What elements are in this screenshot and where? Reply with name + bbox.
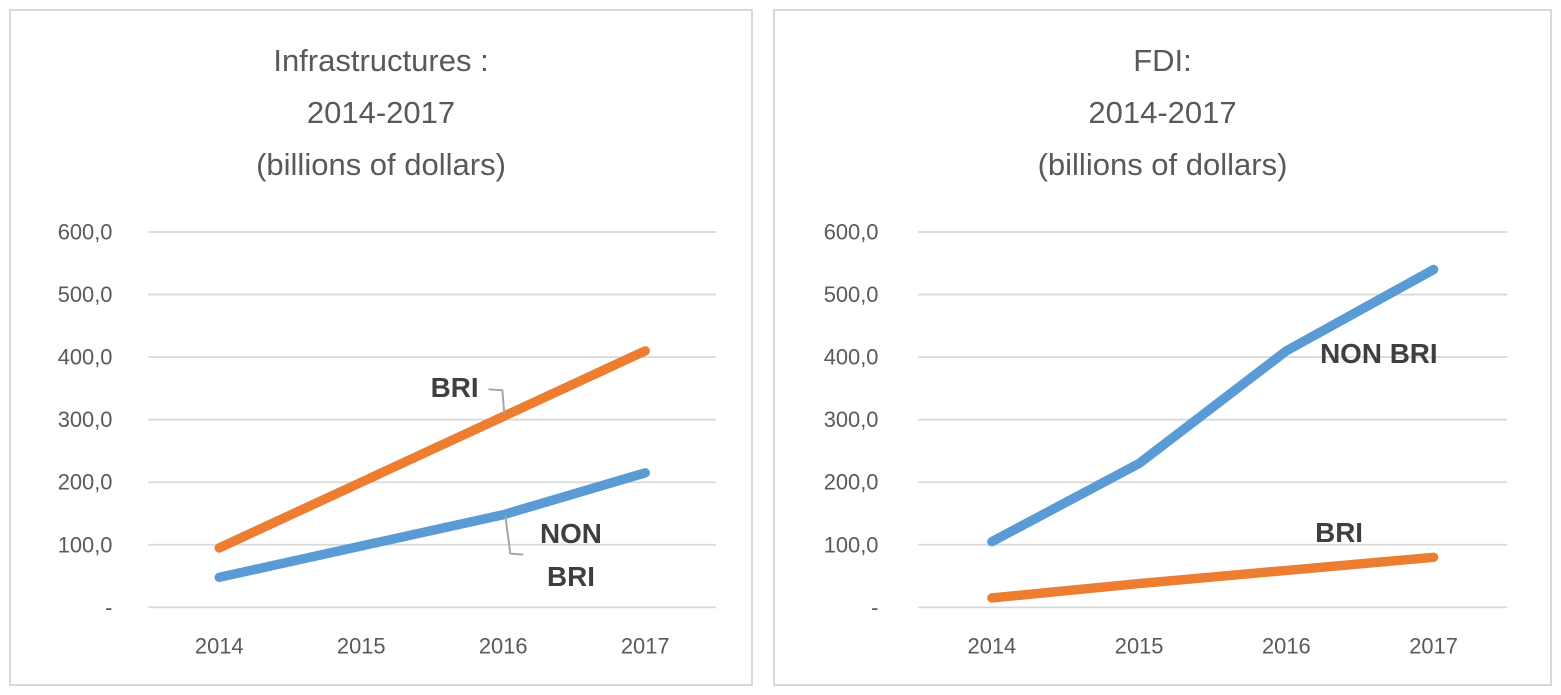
- x-axis-tick-label: 2017: [621, 634, 670, 659]
- y-axis-tick-label: 100,0: [824, 532, 879, 557]
- infrastructures-line-chart: - 100,0 200,0 300,0 400,0 500,0 600,0 2014 2015 2…: [58, 220, 717, 659]
- x-axis-tick-label: 2015: [337, 634, 386, 659]
- series-label-non-bri: BRI: [547, 561, 595, 592]
- chart-title-line: (billions of dollars): [256, 147, 506, 182]
- fdi-chart-panel: FDI: 2014-2017 (billions of dollars) - 10…: [773, 9, 1552, 686]
- y-axis-tick-label: 300,0: [824, 407, 879, 432]
- infrastructures-chart-panel: Infrastructures : 2014-2017 (billions of…: [9, 9, 754, 686]
- y-axis-tick-label: 400,0: [824, 345, 879, 370]
- series-label-bri: BRI: [431, 372, 479, 403]
- y-axis-tick-label: 300,0: [58, 407, 113, 432]
- x-axis-tick-label: 2015: [1115, 634, 1164, 659]
- series-line-non-bri: [214, 468, 650, 583]
- y-axis-tick-label: 500,0: [824, 282, 879, 307]
- y-axis-tick-label: 600,0: [824, 220, 879, 245]
- y-axis-tick-label: -: [871, 595, 878, 620]
- y-axis-tick-label: 100,0: [58, 532, 113, 557]
- series-label-bri: BRI: [1315, 517, 1363, 548]
- chart-title-line: Infrastructures :: [273, 43, 489, 78]
- series-label-non-bri: NON: [540, 518, 602, 549]
- series-line-bri: [214, 346, 650, 553]
- y-axis-tick-label: 200,0: [824, 470, 879, 495]
- series-line-bri: [987, 552, 1439, 603]
- y-axis-tick-label: 200,0: [58, 470, 113, 495]
- series-line-non-bri: [987, 264, 1439, 547]
- fdi-chart-title: FDI: 2014-2017 (billions of dollars): [775, 35, 1550, 191]
- chart-title-line: 2014-2017: [306, 95, 456, 130]
- chart-title-line: 2014-2017: [1088, 95, 1237, 130]
- annotation-leader-line: [488, 388, 506, 415]
- x-axis-tick-label: 2017: [1409, 634, 1458, 659]
- y-axis-tick-label: 600,0: [58, 220, 113, 245]
- chart-title-line: FDI:: [1133, 43, 1192, 78]
- annotation-leader-line: [504, 515, 524, 556]
- fdi-line-chart: - 100,0 200,0 300,0 400,0 500,0 600,0 2014 2015 2…: [824, 220, 1508, 659]
- series-label-non-bri: NON BRI: [1320, 338, 1438, 369]
- y-axis-tick-label: 500,0: [58, 282, 113, 307]
- x-axis-tick-label: 2014: [968, 634, 1017, 659]
- chart-title-line: (billions of dollars): [1037, 147, 1288, 182]
- x-axis-tick-label: 2016: [479, 634, 528, 659]
- y-axis-tick-label: 400,0: [58, 345, 113, 370]
- x-axis-tick-label: 2016: [1262, 634, 1311, 659]
- x-axis-tick-label: 2014: [195, 634, 244, 659]
- infrastructures-chart-title: Infrastructures : 2014-2017 (billions of…: [11, 35, 751, 191]
- y-axis-tick-label: -: [105, 595, 112, 620]
